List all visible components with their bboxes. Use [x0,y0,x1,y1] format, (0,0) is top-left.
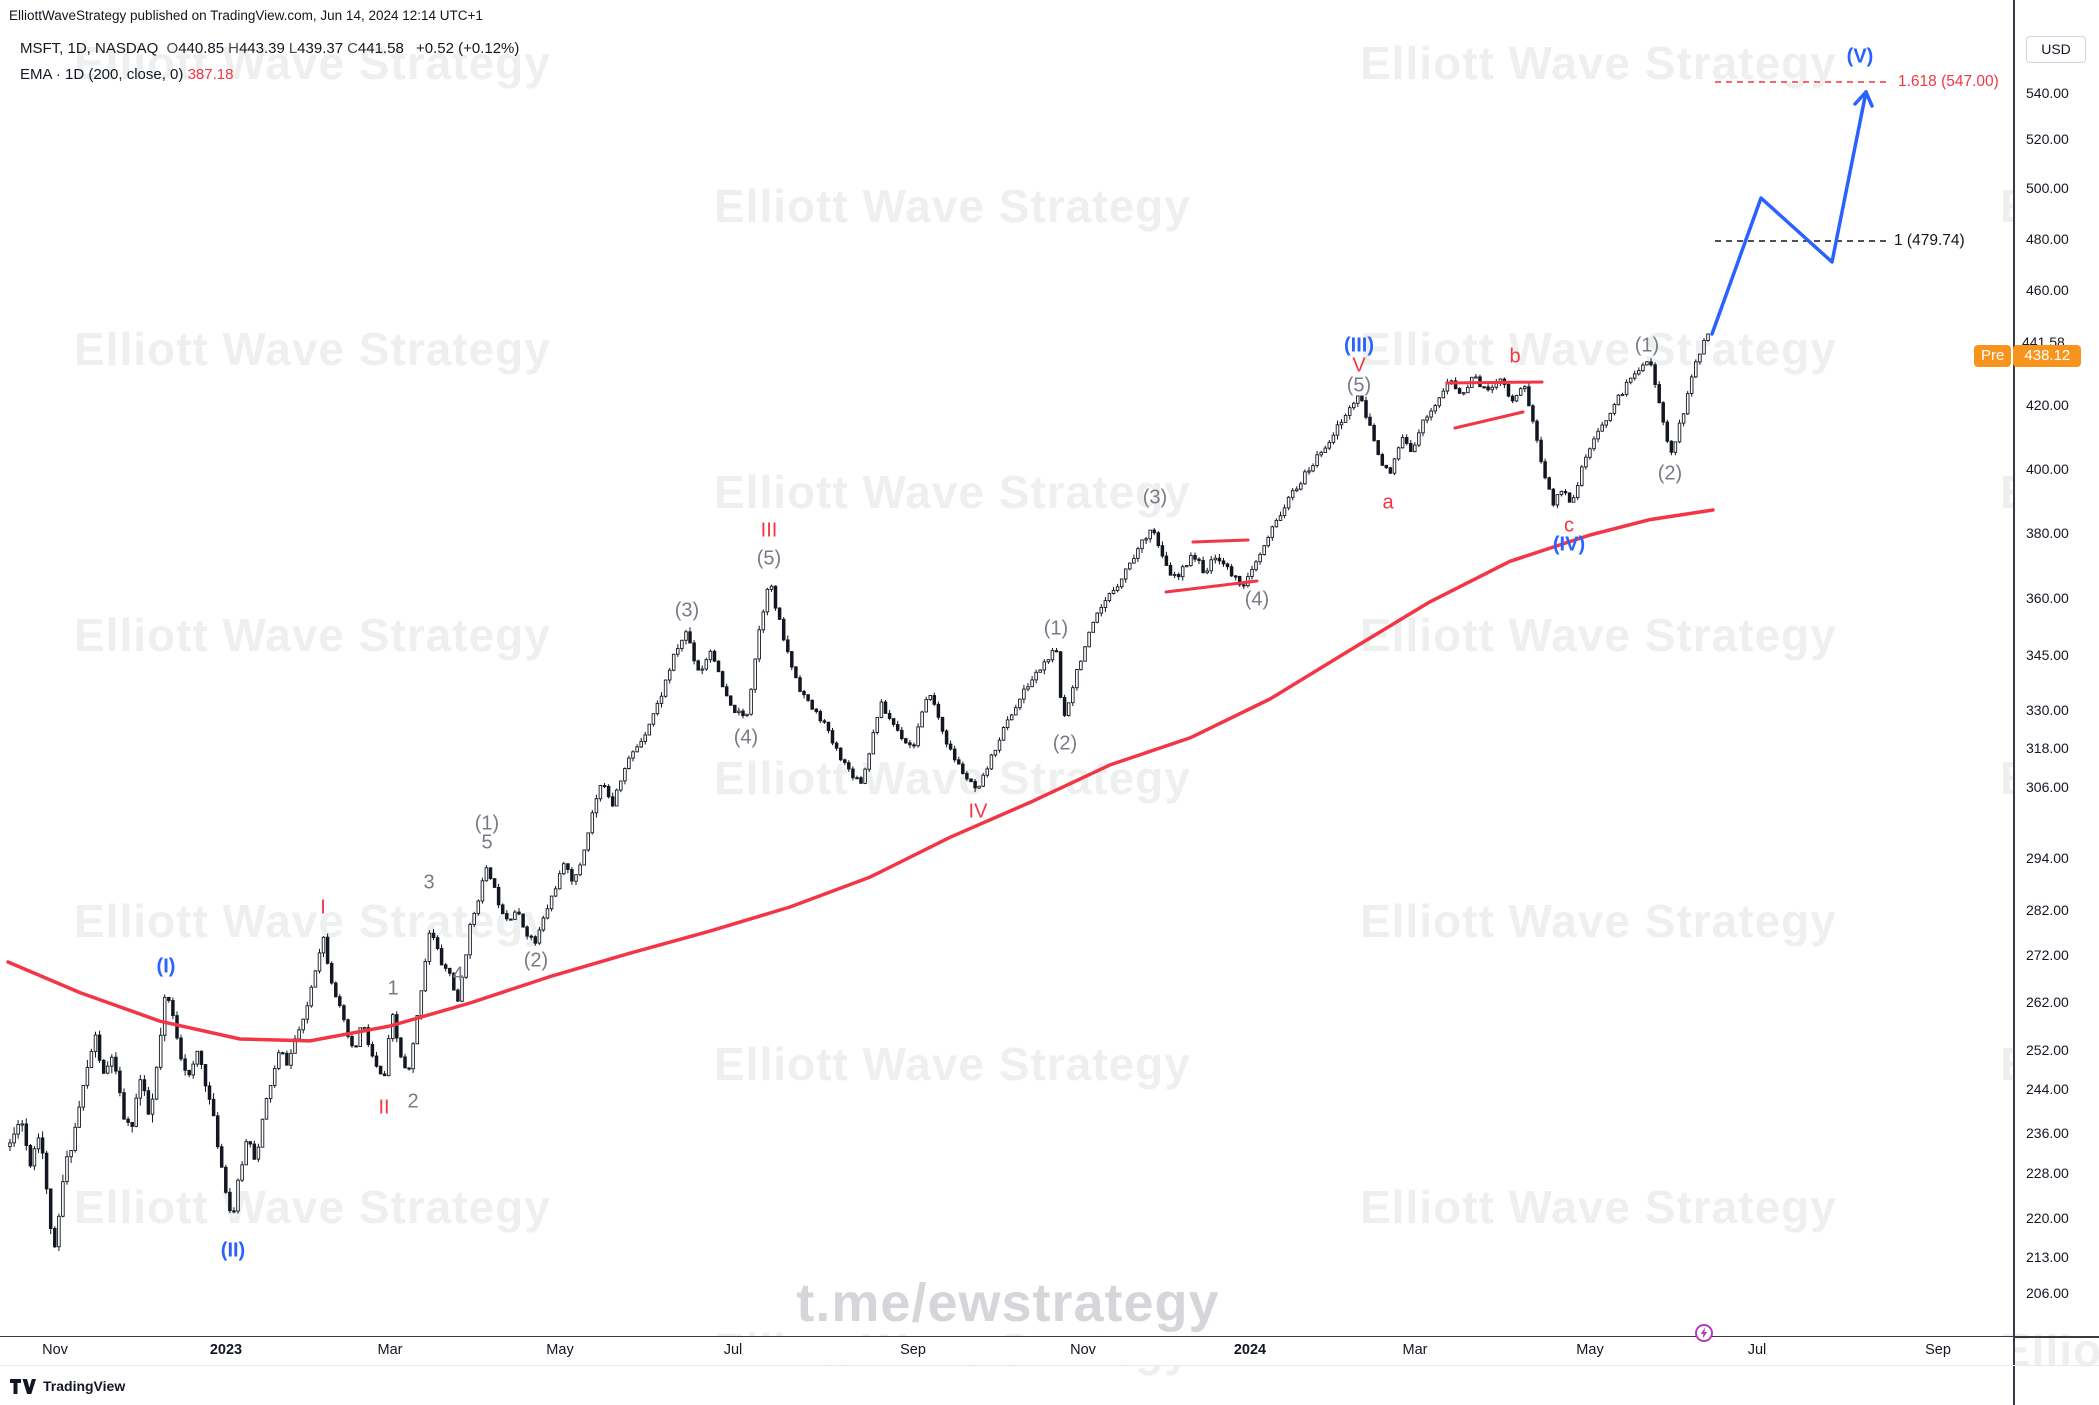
published-line: ElliottWaveStrategy published on Trading… [9,8,483,23]
fib-1618-label: 1.618 (547.00) [1898,73,1999,90]
watermark-tile: Elliott Wave Strategy [74,1181,551,1233]
time-tick-Sep: Sep [1925,1342,1951,1358]
watermark-tile: Elliott Wave Strategy [714,180,1191,232]
indicator-legend[interactable]: EMA · 1D (200, close, 0) 387.18 [20,66,233,83]
ohlc-key-H: H [228,40,239,57]
watermark-tile: Elliott Wave Strategy [1360,323,1837,375]
price-tick-244.00: 244.00 [2026,1081,2069,1097]
ohlc-values: O440.85 H443.39 L439.37 C441.58 [167,40,408,57]
tradingview-logo-icon [10,1378,36,1394]
ohlc-value-L: 439.37 [297,40,344,57]
tradingview-attribution-label: TradingView [43,1378,126,1394]
currency-button[interactable]: USD [2026,36,2086,63]
watermark-tile: Elliott Wave Strategy [714,466,1191,518]
price-tick-330.00: 330.00 [2026,702,2069,718]
premarket-price-badge: Pre 438.12 [1974,345,2082,367]
ohlc-key-C: C [347,40,358,57]
price-tick-272.00: 272.00 [2026,947,2069,963]
price-tick-318.00: 318.00 [2026,740,2069,756]
ohlc-key-O: O [166,40,179,57]
price-tick-500.00: 500.00 [2026,180,2069,196]
wave-v-projection-line[interactable] [1710,90,1868,336]
target-1-label: 1 (479.74) [1894,232,1965,249]
time-axis-bottom-border [0,1365,2099,1366]
price-tick-420.00: 420.00 [2026,397,2069,413]
watermark-tile: Elliott Wave Strategy [1360,37,1837,89]
price-tick-480.00: 480.00 [2026,231,2069,247]
time-tick-2023: 2023 [209,1342,243,1358]
price-tick-380.00: 380.00 [2026,525,2069,541]
symbol-title: MSFT, 1D, NASDAQ [20,40,159,57]
premarket-price-value: 438.12 [2013,345,2082,367]
projection-arrowhead [1853,90,1868,106]
price-tick-540.00: 540.00 [2026,85,2069,101]
ohlc-key-L: L [288,40,298,57]
ohlc-value-H: 443.39 [238,40,285,57]
triangle-4-lower[interactable] [1164,579,1259,594]
price-tick-520.00: 520.00 [2026,131,2069,147]
time-tick-Nov: Nov [42,1342,68,1358]
ohlc-value-O: 440.85 [178,40,225,57]
time-tick-Mar: Mar [377,1342,403,1358]
price-tick-282.00: 282.00 [2026,902,2069,918]
watermark-tile: Elliott Wave Strategy [714,1038,1191,1090]
change-value: +0.52 (+0.12%) [415,40,520,57]
price-tick-206.00: 206.00 [2026,1285,2069,1301]
time-tick-Sep: Sep [900,1342,926,1358]
projection-arrowhead [1864,90,1874,108]
price-tick-306.00: 306.00 [2026,779,2069,795]
time-tick-Mar: Mar [1402,1342,1428,1358]
ema-200-line[interactable] [6,508,1715,1043]
ohlc-value-C: 441.58 [357,40,404,57]
price-tick-252.00: 252.00 [2026,1042,2069,1058]
candles-layer [8,333,1710,1251]
price-axis-border [2013,0,2015,1405]
time-axis-border [0,1336,2099,1338]
price-tick-228.00: 228.00 [2026,1165,2069,1181]
triangle-b-lower[interactable] [1453,410,1525,430]
premarket-session-chip: Pre [1974,345,2012,367]
telegram-watermark: t.me/ewstrategy [796,1273,1220,1333]
time-axis[interactable]: Nov 2023 Mar May Jul Sep Nov 2024 Mar May Jul Sep [0,1337,2013,1365]
price-tick-236.00: 236.00 [2026,1125,2069,1141]
watermark-tile: Elliott Wave Strategy [1360,609,1837,661]
price-tick-345.00: 345.00 [2026,647,2069,663]
watermark-tile: Elliott Wave Strategy [1360,895,1837,947]
time-tick-May: May [546,1342,574,1358]
price-tick-400.00: 400.00 [2026,461,2069,477]
price-tick-460.00: 460.00 [2026,282,2069,298]
indicator-value: 387.18 [187,66,234,83]
triangle-4-upper[interactable] [1191,538,1250,544]
price-tick-220.00: 220.00 [2026,1210,2069,1226]
watermark-tile: Elliott Wave Strategy [74,609,551,661]
time-tick-2024: 2024 [1233,1342,1267,1358]
tradingview-attribution[interactable]: TradingView [10,1378,125,1394]
symbol-legend[interactable]: MSFT, 1D, NASDAQ O440.85 H443.39 L439.37 C4… [20,40,523,57]
indicator-title: EMA · 1D (200, close, 0) [20,66,184,83]
time-tick-Jul: Jul [723,1342,743,1358]
watermark-tile: Elliott Wave Strategy [74,323,551,375]
watermark-tile: Elliott Wave Strategy [74,37,551,89]
event-lightning-icon[interactable] [1694,1323,1714,1343]
price-tick-262.00: 262.00 [2026,994,2069,1010]
watermark-tile: Elliott Wave Strategy [714,752,1191,804]
time-tick-May: May [1576,1342,1604,1358]
price-axis[interactable]: USD 540.00 520.00 500.00 480.00 460.00 420.00… [2015,0,2099,1334]
price-tick-294.00: 294.00 [2026,850,2069,866]
price-tick-213.00: 213.00 [2026,1249,2069,1265]
time-tick-Nov: Nov [1070,1342,1096,1358]
price-tick-360.00: 360.00 [2026,590,2069,606]
triangle-b-upper[interactable] [1445,380,1544,385]
watermark-tile: Elliott Wave Strategy [1360,1181,1837,1233]
time-tick-Jul: Jul [1747,1342,1767,1358]
